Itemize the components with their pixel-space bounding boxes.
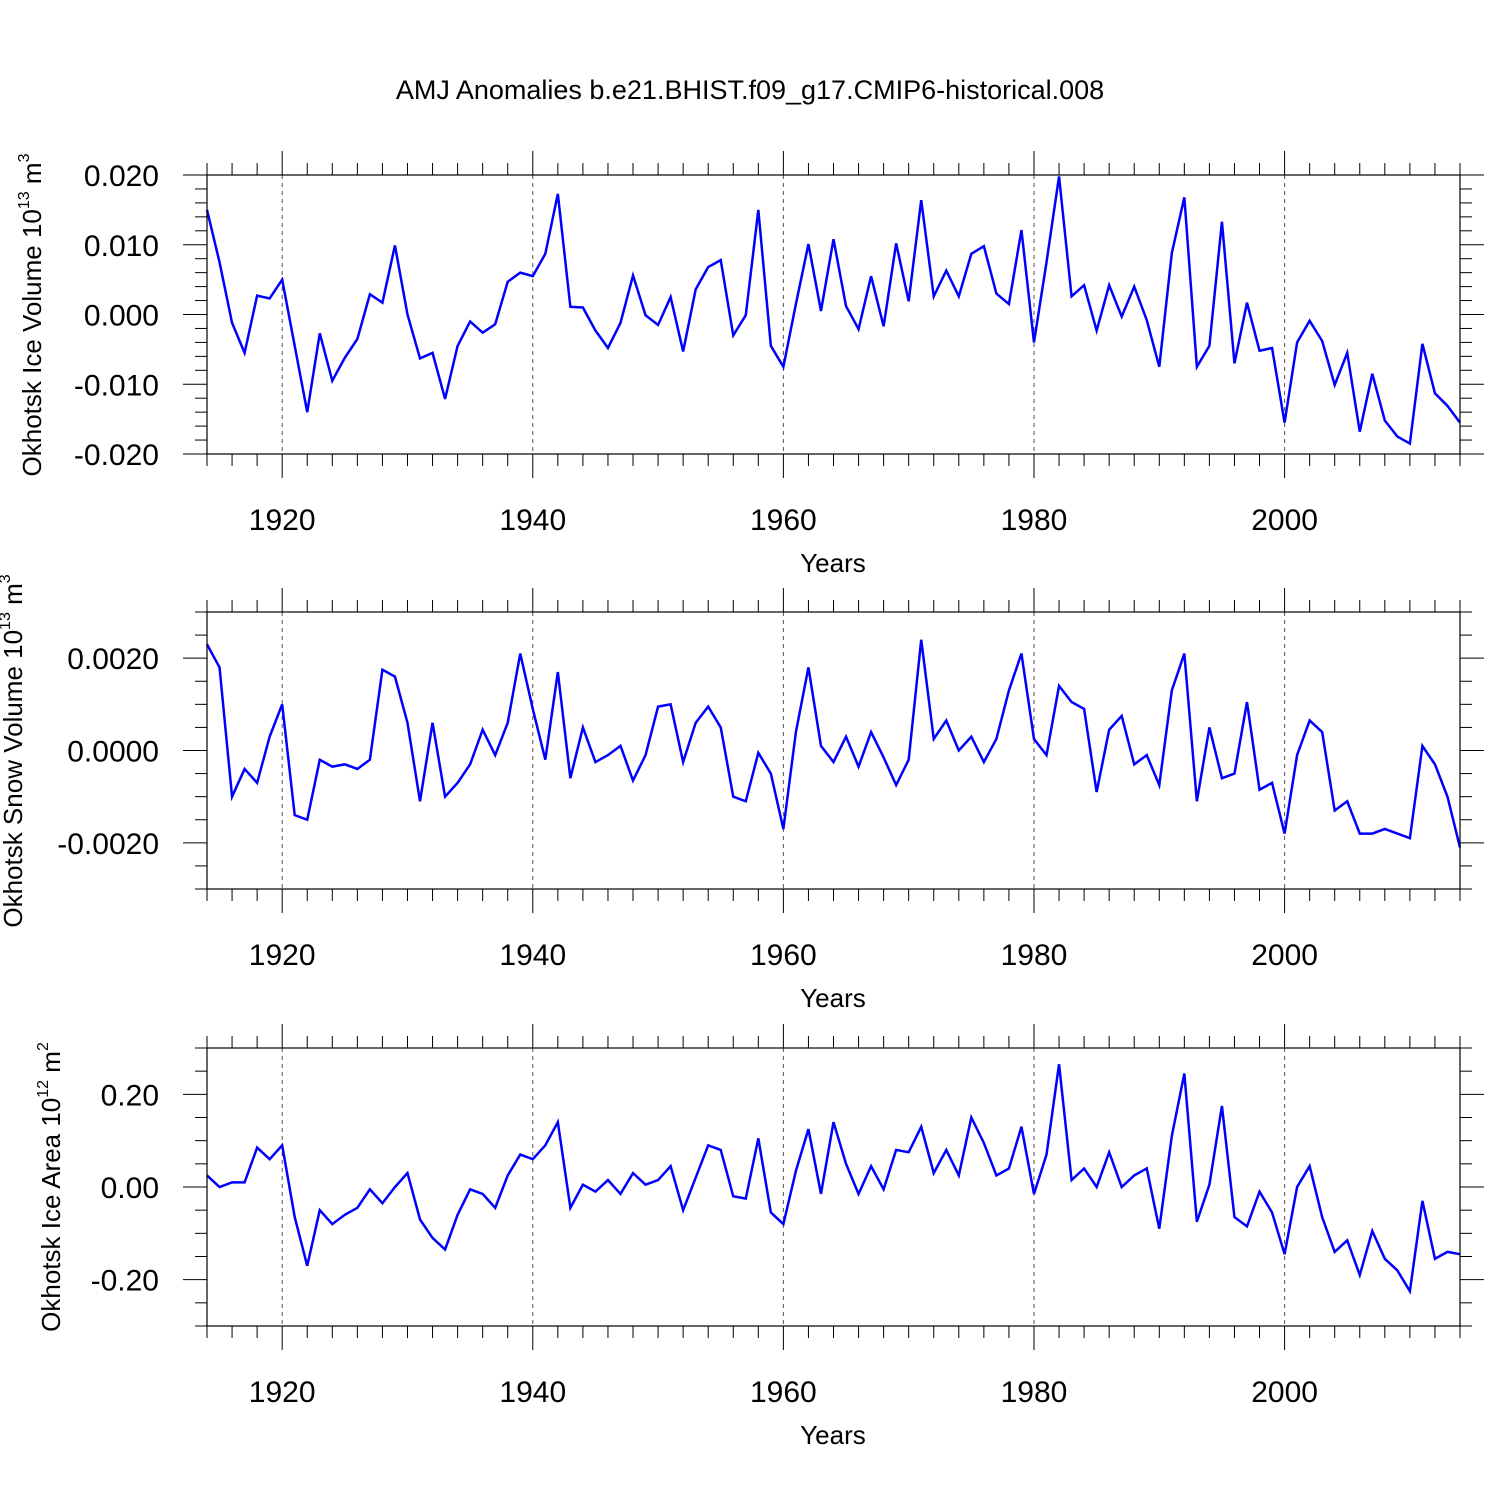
xlabel-ice-volume: Years bbox=[800, 548, 866, 578]
ylabel-ice-area: Okhotsk Ice Area 1012 m2 bbox=[35, 1042, 66, 1332]
ice-area-x-tick-label: 1980 bbox=[1001, 1376, 1068, 1409]
snow-volume-y-tick-label: 0.0000 bbox=[67, 736, 159, 769]
ice-area-series-line bbox=[206, 1064, 1461, 1295]
ice-volume-x-tick-label: 1940 bbox=[499, 504, 566, 537]
snow-volume-y-tick-label: -0.0020 bbox=[57, 828, 159, 861]
ice-volume-x-tick-label: 1960 bbox=[750, 504, 817, 537]
ice-area-y-tick-label: 0.20 bbox=[101, 1079, 159, 1112]
ice-area-plot-frame bbox=[206, 1047, 1461, 1327]
ice-volume-y-tick-label: 0.020 bbox=[84, 160, 159, 193]
ice-area-x-tick-label: 1960 bbox=[750, 1376, 817, 1409]
ice-volume-x-tick-label: 1980 bbox=[1001, 504, 1068, 537]
ice-area-x-tick-label: 1940 bbox=[499, 1376, 566, 1409]
snow-volume-x-tick-label: 1940 bbox=[499, 939, 566, 972]
ice-volume-series-line bbox=[205, 176, 1462, 446]
ylabel-snow-volume: Okhotsk Snow Volume 1013 m3 bbox=[0, 574, 28, 927]
snow-volume-y-tick-label: 0.0020 bbox=[67, 643, 159, 676]
ylabel-ice-volume: Okhotsk Ice Volume 1013 m3 bbox=[16, 153, 47, 476]
panel-snow-volume: Okhotsk Snow Volume 1013 m3 Years 1920 19… bbox=[0, 574, 1484, 1013]
ice-volume-y-tick-label: 0.000 bbox=[84, 300, 159, 333]
ice-volume-y-tick-label: -0.020 bbox=[74, 439, 159, 472]
figure-title: AMJ Anomalies b.e21.BHIST.f09_g17.CMIP6-… bbox=[396, 75, 1104, 105]
snow-volume-x-tick-label: 1980 bbox=[1001, 939, 1068, 972]
snow-volume-x-tick-label: 1960 bbox=[750, 939, 817, 972]
snow-volume-x-tick-label: 1920 bbox=[249, 939, 316, 972]
ice-volume-y-tick-label: -0.010 bbox=[74, 369, 159, 402]
snow-volume-plot-frame bbox=[206, 611, 1461, 890]
xlabel-ice-area: Years bbox=[800, 1420, 866, 1450]
ice-area-y-tick-label: 0.00 bbox=[101, 1172, 159, 1205]
ice-area-y-tick-label: -0.20 bbox=[91, 1265, 159, 1298]
snow-volume-series-line bbox=[205, 639, 1462, 848]
ice-volume-x-tick-label: 2000 bbox=[1251, 504, 1318, 537]
snow-volume-x-tick-label: 2000 bbox=[1251, 939, 1318, 972]
ice-volume-x-tick-label: 1920 bbox=[249, 504, 316, 537]
panel-ice-area: Okhotsk Ice Area 1012 m2 Years 1920 1940 1… bbox=[35, 1024, 1484, 1450]
ice-volume-plot-frame bbox=[206, 174, 1461, 455]
xlabel-snow-volume: Years bbox=[800, 983, 866, 1013]
ice-area-x-tick-label: 1920 bbox=[249, 1376, 316, 1409]
ice-volume-y-tick-label: 0.010 bbox=[84, 230, 159, 263]
panel-ice-volume: Okhotsk Ice Volume 1013 m3 Years 1920 194… bbox=[16, 151, 1484, 578]
ice-area-x-tick-label: 2000 bbox=[1251, 1376, 1318, 1409]
